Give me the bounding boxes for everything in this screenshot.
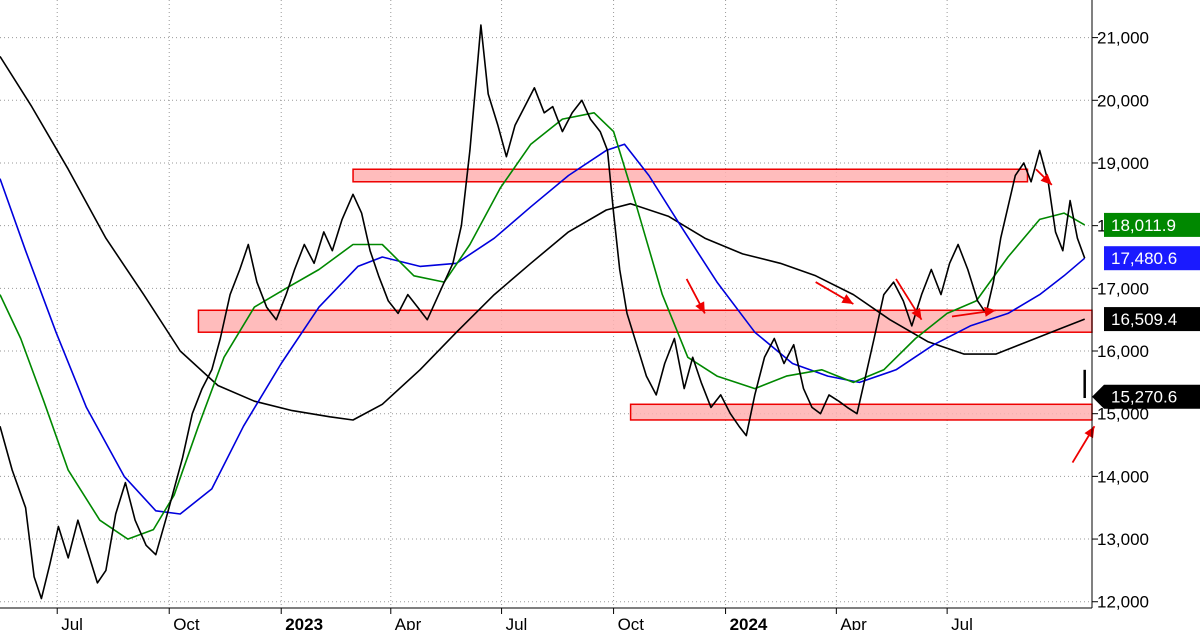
- x-tick-label: Jul: [506, 615, 528, 630]
- price-zone: [352, 168, 1029, 183]
- y-tick-label: 13,000: [1097, 530, 1149, 549]
- arrow-head: [695, 301, 705, 314]
- value-label-text: 17,480.6: [1111, 249, 1177, 268]
- annotation-arrow: [951, 306, 996, 318]
- value-label-bg: [1092, 384, 1200, 409]
- annotation-arrow: [895, 278, 923, 321]
- value-labels: 18,011.9 17,480.6 16,509.4 15,270.6: [1092, 212, 1200, 409]
- x-tick-label: Oct: [618, 615, 645, 630]
- price-zone: [629, 403, 1093, 421]
- y-tick-label: 21,000: [1097, 29, 1149, 48]
- x-tick-label: Oct: [173, 615, 200, 630]
- zone-layer: [197, 168, 1093, 421]
- annotation-arrow: [1035, 168, 1053, 186]
- x-tick-label: Apr: [840, 615, 867, 630]
- x-tick-label: Apr: [395, 615, 422, 630]
- value-label: 16,509.4: [1104, 307, 1200, 332]
- value-label: 15,270.6: [1092, 384, 1200, 409]
- arrow-head: [911, 307, 922, 320]
- moving-average-line: [0, 112, 1086, 540]
- value-label-text: 18,011.9: [1111, 216, 1176, 235]
- y-tick-label: 12,000: [1097, 593, 1149, 612]
- value-label: 17,480.6: [1104, 246, 1200, 271]
- price-line: [0, 24, 1086, 600]
- x-tick-label: 2023: [285, 615, 323, 630]
- value-label-text: 16,509.4: [1111, 310, 1177, 329]
- y-tick-label: 19,000: [1097, 154, 1149, 173]
- value-label-text: 15,270.6: [1111, 388, 1177, 407]
- x-tick-label: Jul: [951, 615, 973, 630]
- moving-average-line: [0, 55, 1085, 421]
- annotation-arrow: [685, 278, 706, 314]
- arrow-head: [841, 294, 854, 304]
- y-tick-label: 20,000: [1097, 91, 1149, 110]
- arrow-head: [1040, 173, 1052, 185]
- value-label: 18,011.9: [1104, 212, 1200, 237]
- grid-layer: [0, 0, 1092, 608]
- price-zone: [197, 309, 1093, 333]
- y-tick-label: 14,000: [1097, 467, 1149, 486]
- value-label-bg: [1104, 307, 1200, 332]
- arrow-head: [984, 306, 996, 317]
- y-tick-label: 15,000: [1097, 405, 1149, 424]
- value-label-bg: [1104, 212, 1200, 237]
- series-layer: [0, 24, 1086, 600]
- arrow-layer: [685, 168, 1096, 464]
- y-tick-label: 17,000: [1097, 279, 1149, 298]
- x-tick-label: Jul: [61, 615, 83, 630]
- y-tick-label: 16,000: [1097, 342, 1149, 361]
- x-tick-label: 2024: [730, 615, 768, 630]
- x-axis: Jul Oct 2023 Apr Jul Oct 2024 Apr Jul: [56, 608, 973, 630]
- value-label-bg: [1104, 246, 1200, 271]
- arrow-head: [1084, 426, 1095, 439]
- annotation-arrow: [815, 281, 854, 305]
- annotation-arrow: [1071, 425, 1096, 464]
